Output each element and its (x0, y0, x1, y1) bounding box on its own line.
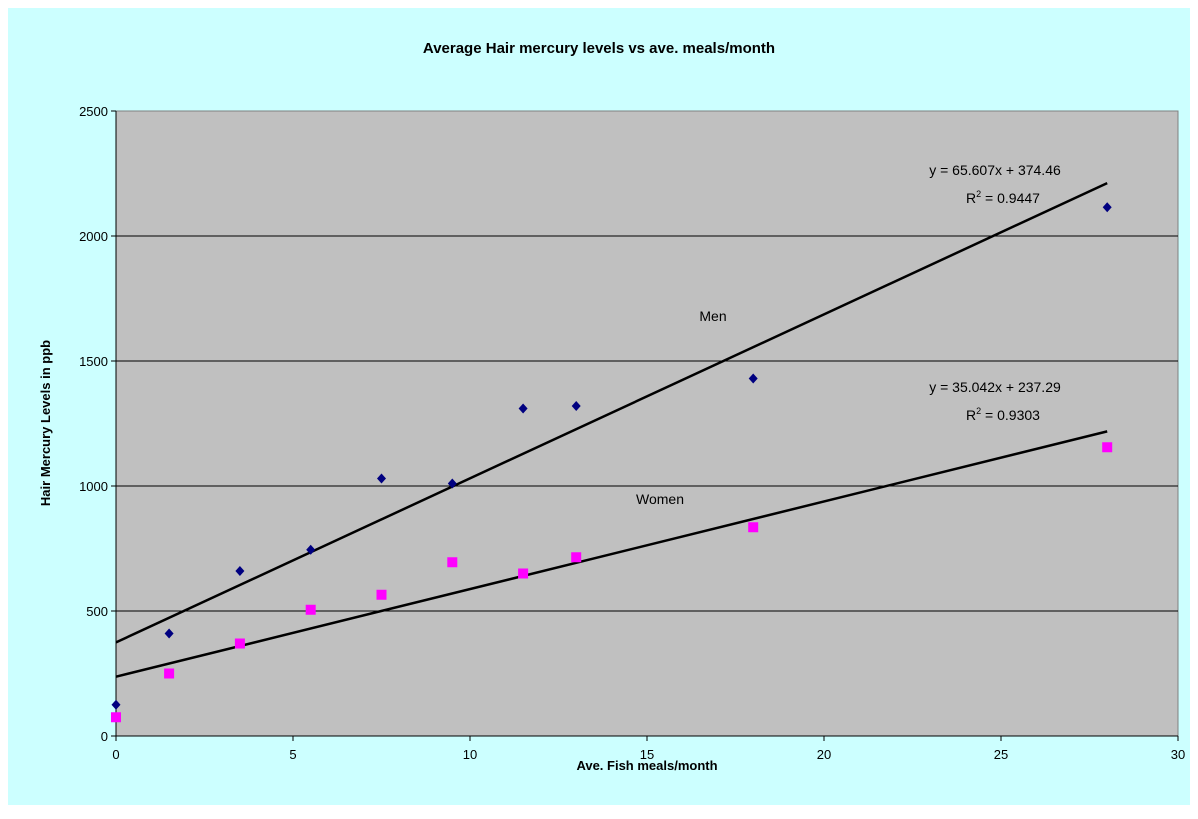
women-r2-prefix: R (966, 407, 976, 423)
x-tick-label: 25 (994, 747, 1008, 762)
men-data-point (447, 478, 457, 489)
y-tick-label: 500 (86, 604, 108, 619)
men-r2-sup: 2 (976, 189, 981, 199)
women-r2-value: = 0.9303 (981, 407, 1040, 423)
y-tick-label: 1000 (79, 479, 108, 494)
men-data-point (111, 699, 121, 710)
y-tick-label: 0 (101, 729, 108, 744)
women-trend-r2: R2 = 0.9303 (966, 406, 1040, 423)
men-r2-prefix: R (966, 190, 976, 206)
chart-title: Average Hair mercury levels vs ave. meal… (423, 40, 775, 57)
men-data-point (377, 473, 386, 484)
men-data-point (1102, 202, 1112, 213)
women-r2-sup: 2 (976, 406, 981, 416)
women-data-point (376, 589, 387, 600)
x-tick-label: 5 (289, 747, 296, 762)
women-data-point (234, 638, 245, 649)
y-axis-label: Hair Mercury Levels in ppb (38, 340, 53, 506)
men-data-point (518, 403, 528, 414)
women-data-point (305, 604, 316, 615)
women-data-point (518, 568, 529, 579)
y-tick-label: 2500 (79, 104, 108, 119)
women-trend-equation: y = 35.042x + 237.29 (929, 379, 1061, 395)
chart-area: Average Hair mercury levels vs ave. meal… (7, 7, 1191, 806)
scatter-chart: Average Hair mercury levels vs ave. meal… (38, 40, 1185, 773)
trendlines (115, 182, 1108, 678)
x-tick-label: 30 (1171, 747, 1185, 762)
y-tick-label: 2000 (79, 229, 108, 244)
men-trendline (115, 182, 1108, 644)
men-series-label: Men (699, 308, 726, 324)
women-data-point (748, 522, 759, 533)
men-trend-equation: y = 65.607x + 374.46 (929, 162, 1061, 178)
men-data-point (748, 373, 758, 384)
x-tick-label: 15 (640, 747, 654, 762)
data-points (111, 202, 1113, 723)
y-tick-label: 1500 (79, 354, 108, 369)
x-tick-label: 20 (817, 747, 831, 762)
women-series-label: Women (636, 491, 684, 507)
x-tick-label: 10 (463, 747, 477, 762)
men-trend-r2: R2 = 0.9447 (966, 189, 1040, 206)
x-axis-label: Ave. Fish meals/month (576, 758, 717, 773)
women-data-point (164, 668, 175, 679)
women-trendline (115, 430, 1108, 678)
men-data-point (571, 401, 581, 411)
women-data-point (111, 712, 121, 723)
women-data-point (1102, 442, 1113, 453)
men-data-point (306, 544, 316, 555)
women-data-point (571, 552, 582, 563)
y-axis-ticks: 0 500 1000 1500 2000 2500 (79, 104, 117, 744)
x-tick-label: 0 (112, 747, 119, 762)
men-data-point (235, 566, 245, 576)
men-r2-value: = 0.9447 (981, 190, 1040, 206)
x-axis-ticks: 0 5 10 15 20 25 30 (112, 735, 1185, 762)
men-data-point (164, 628, 174, 639)
gridlines (116, 235, 1178, 612)
women-data-point (447, 557, 458, 568)
